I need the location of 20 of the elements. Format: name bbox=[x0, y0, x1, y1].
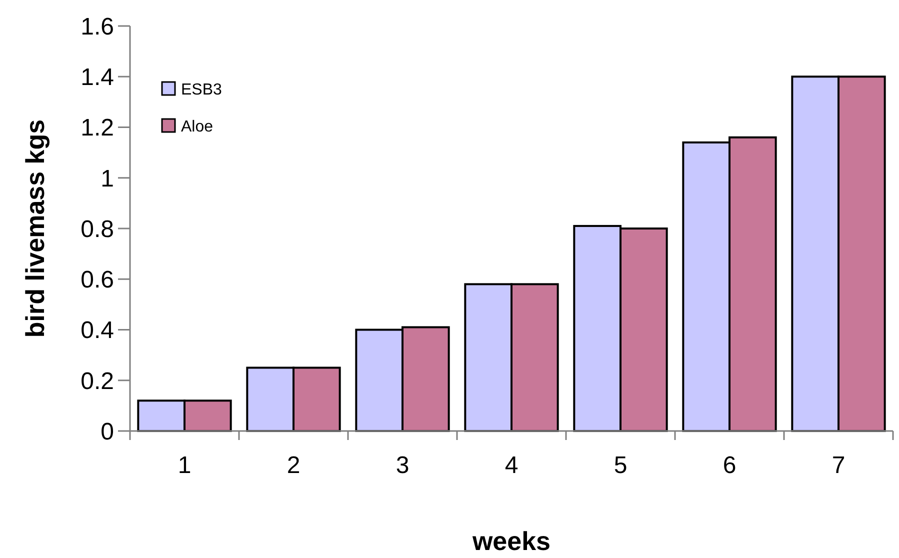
x-axis-title: weeks bbox=[471, 526, 551, 556]
x-tick-label: 1 bbox=[178, 452, 192, 479]
x-tick-label: 5 bbox=[614, 452, 628, 479]
y-tick-label: 0.4 bbox=[80, 317, 114, 344]
y-tick-label: 1.2 bbox=[80, 114, 114, 142]
y-tick-label: 0.2 bbox=[80, 368, 114, 395]
x-tick-label: 7 bbox=[832, 452, 846, 479]
y-tick-label: 1 bbox=[100, 165, 114, 192]
y-tick-label: 0.8 bbox=[80, 216, 114, 243]
x-tick-label: 4 bbox=[504, 452, 518, 479]
y-tick-label: 1.4 bbox=[80, 64, 114, 92]
x-tick-label: 3 bbox=[396, 452, 410, 479]
legend-label: ESB3 bbox=[181, 82, 222, 99]
x-tick-label: 2 bbox=[286, 452, 300, 479]
x-tick-label: 6 bbox=[722, 452, 736, 479]
y-axis-title: bird livemass kgs bbox=[20, 119, 50, 338]
legend-label: Aloe bbox=[181, 118, 214, 136]
y-tick-label: 0.6 bbox=[80, 266, 114, 294]
y-tick-label: 1.6 bbox=[80, 13, 114, 40]
y-tick-label: 0 bbox=[100, 418, 114, 446]
